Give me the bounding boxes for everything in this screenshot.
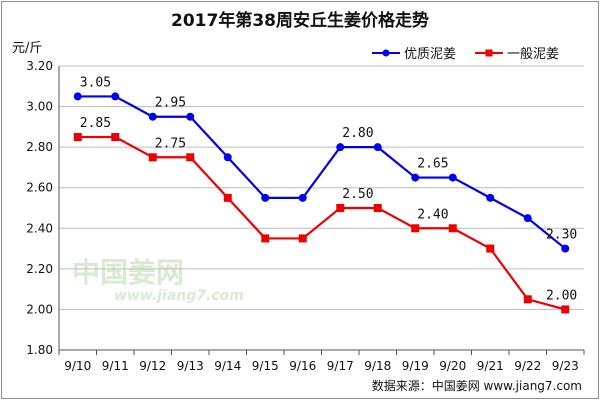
watermark-url: www.jiang7.com — [114, 288, 244, 304]
legend-label-premium: 优质泥姜 — [404, 47, 456, 62]
data-point — [223, 153, 232, 162]
chart-title: 2017年第38周安丘生姜价格走势 — [171, 10, 429, 31]
x-tick-label: 9/18 — [364, 359, 391, 373]
x-tick-label: 9/20 — [439, 359, 466, 373]
data-point — [336, 204, 345, 212]
data-label: 2.85 — [80, 116, 111, 131]
data-point — [561, 244, 570, 253]
data-label: 2.75 — [155, 136, 186, 151]
legend-item-premium: 优质泥姜 — [372, 47, 456, 62]
y-tick-label: 3.20 — [26, 59, 53, 73]
series-line-1 — [77, 135, 566, 311]
y-tick-label: 2.00 — [26, 302, 53, 316]
data-point — [73, 92, 82, 101]
legend-item-regular: 一般泥姜 — [475, 46, 559, 62]
data-label: 2.80 — [342, 126, 373, 141]
y-tick-label: 2.20 — [26, 262, 53, 276]
data-label: 2.40 — [417, 207, 448, 222]
data-point — [373, 143, 382, 152]
y-tick-label: 2.40 — [26, 221, 53, 235]
data-label: 2.95 — [155, 96, 186, 111]
source-note: 数据来源：中国姜网 www.jiang7.com — [372, 378, 582, 393]
data-point — [448, 224, 457, 233]
data-point — [111, 92, 120, 101]
x-tick-label: 9/21 — [477, 359, 504, 373]
data-point — [523, 214, 532, 223]
data-point — [486, 193, 495, 202]
data-point — [148, 112, 157, 121]
x-tick-label: 9/16 — [289, 359, 316, 373]
watermark: 中国姜网 www.jiang7.com — [72, 256, 244, 304]
series-group — [73, 92, 570, 314]
x-tick-label: 9/14 — [214, 359, 241, 373]
x-tick-label: 9/23 — [552, 359, 579, 373]
legend-label-regular: 一般泥姜 — [507, 46, 559, 62]
data-point — [261, 193, 270, 202]
data-point — [298, 193, 307, 202]
x-tick-label: 9/22 — [514, 359, 541, 373]
x-tick-label: 9/10 — [64, 359, 91, 373]
x-tick-label: 9/15 — [252, 359, 279, 373]
data-label: 3.05 — [80, 75, 111, 90]
x-tick-label: 9/11 — [102, 359, 129, 373]
data-point — [336, 143, 345, 152]
data-label: 2.00 — [546, 288, 577, 303]
y-tick-label: 2.60 — [26, 181, 53, 195]
data-point — [373, 204, 382, 212]
data-point — [561, 305, 570, 314]
data-point — [523, 295, 532, 304]
y-tick-labels: 1.80 2.00 2.20 2.40 2.60 2.80 3.00 3.20 — [26, 59, 53, 357]
data-point — [223, 193, 232, 202]
data-label: 2.30 — [546, 228, 577, 243]
watermark-logo-text: 中国姜网 — [72, 256, 184, 289]
data-point — [73, 133, 82, 141]
series-line-0 — [77, 95, 566, 250]
data-point — [111, 133, 120, 141]
y-tick-label: 3.00 — [26, 100, 53, 114]
data-point — [186, 112, 195, 121]
data-point — [186, 153, 195, 162]
x-tick-label: 9/17 — [327, 359, 354, 373]
axes — [58, 66, 585, 355]
y-tick-label: 2.80 — [26, 140, 53, 154]
data-point — [148, 153, 157, 162]
data-point — [261, 234, 270, 243]
data-point — [411, 224, 420, 233]
y-axis-label: 元/斤 — [12, 41, 42, 56]
x-tick-label: 9/19 — [402, 359, 429, 373]
x-tick-label: 9/12 — [139, 359, 166, 373]
x-tick-labels: 9/10 9/11 9/12 9/13 9/14 9/15 9/16 9/17 9/18 9/19… — [64, 359, 578, 373]
legend-marker-regular — [485, 49, 493, 57]
data-point — [411, 173, 420, 182]
legend: 优质泥姜 一般泥姜 — [372, 46, 559, 62]
data-point — [448, 173, 457, 182]
legend-marker-premium — [382, 49, 390, 57]
y-tick-label: 1.80 — [26, 343, 53, 357]
data-point — [486, 244, 495, 253]
gridlines — [59, 65, 584, 310]
data-label: 2.50 — [342, 187, 373, 202]
data-labels: 3.05 2.95 2.80 2.65 2.30 2.85 2.75 2.50 2.40 2.00 — [80, 75, 578, 303]
data-label: 2.65 — [417, 157, 448, 172]
data-point — [298, 234, 307, 243]
x-tick-label: 9/13 — [177, 359, 204, 373]
